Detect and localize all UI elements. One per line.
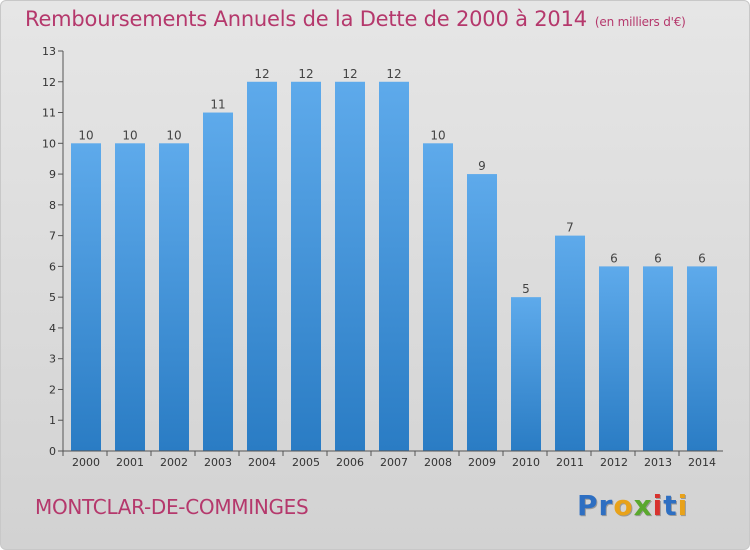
y-tick-label-13: 13 [42, 45, 56, 58]
y-tick-label-6: 6 [49, 260, 56, 273]
x-tick-label-2004: 2004 [248, 456, 276, 469]
value-label-2001: 10 [122, 128, 137, 142]
bar-2010 [511, 297, 541, 451]
y-tick-label-10: 10 [42, 137, 56, 150]
value-label-2000: 10 [78, 128, 93, 142]
y-tick-label-3: 3 [49, 353, 56, 366]
value-label-2004: 12 [254, 67, 269, 81]
value-label-2005: 12 [298, 67, 313, 81]
x-tick-label-2012: 2012 [600, 456, 628, 469]
x-tick-label-2000: 2000 [72, 456, 100, 469]
value-label-2003: 11 [210, 98, 225, 112]
value-label-2012: 6 [610, 251, 618, 265]
y-tick-label-8: 8 [49, 199, 56, 212]
bar-2005 [291, 81, 321, 452]
bar-2007 [379, 81, 409, 452]
y-tick-label-11: 11 [42, 107, 56, 120]
bar-2003 [203, 112, 233, 452]
logo-letter-2: o [613, 489, 634, 522]
bar-2001 [115, 143, 145, 452]
logo-letter-3: x [633, 489, 653, 522]
value-label-2014: 6 [698, 251, 706, 265]
chart-title: Remboursements Annuels de la Dette de 20… [25, 7, 686, 31]
x-tick-label-2010: 2010 [512, 456, 540, 469]
x-tick-label-2014: 2014 [688, 456, 716, 469]
x-tick-label-2011: 2011 [556, 456, 584, 469]
chart-title-text: Remboursements Annuels de la Dette de 20… [25, 7, 587, 31]
bar-2012 [599, 266, 629, 451]
place-name: MONTCLAR-DE-COMMINGES [35, 495, 309, 519]
y-tick-label-9: 9 [49, 168, 56, 181]
x-tick-label-2001: 2001 [116, 456, 144, 469]
logo-letter-5: t [663, 489, 678, 522]
bar-2008 [423, 143, 453, 452]
bar-2002 [159, 143, 189, 452]
chart-subtitle: (en milliers d'€) [594, 15, 686, 29]
bars-group: 10 10 10 11 12 12 12 12 10 9 5 7 6 6 6 [71, 67, 717, 452]
x-tick-label-2013: 2013 [644, 456, 672, 469]
y-tick-label-0: 0 [49, 445, 56, 458]
x-tick-label-2006: 2006 [336, 456, 364, 469]
bar-2009 [467, 174, 497, 452]
logo-letter-1: r [598, 489, 614, 522]
y-tick-label-1: 1 [49, 414, 56, 427]
value-label-2013: 6 [654, 251, 662, 265]
bar-2013 [643, 266, 673, 451]
value-label-2007: 12 [386, 67, 401, 81]
bar-2006 [335, 81, 365, 452]
logo-letter-4: i [652, 489, 664, 522]
value-label-2002: 10 [166, 128, 181, 142]
y-tick-label-4: 4 [49, 322, 56, 335]
x-tick-label-2005: 2005 [292, 456, 320, 469]
logo-letter-6: i [677, 489, 689, 522]
bar-2000 [71, 143, 101, 452]
y-tick-label-7: 7 [49, 230, 56, 243]
x-tick-label-2002: 2002 [160, 456, 188, 469]
bar-2011 [555, 235, 585, 451]
x-tick-label-2009: 2009 [468, 456, 496, 469]
y-tick-label-12: 12 [42, 76, 56, 89]
y-tick-label-2: 2 [49, 383, 56, 396]
bar-2004 [247, 81, 277, 452]
value-label-2011: 7 [566, 221, 574, 235]
x-tick-label-2007: 2007 [380, 456, 408, 469]
value-label-2006: 12 [342, 67, 357, 81]
value-label-2009: 9 [478, 159, 486, 173]
x-tick-label-2003: 2003 [204, 456, 232, 469]
axes-group: 2000 2001 2002 2003 2004 2005 2006 2007 2008 2009… [42, 45, 723, 469]
x-tick-label-2008: 2008 [424, 456, 452, 469]
proxiti-logo[interactable]: Proxiti [577, 489, 688, 522]
value-label-2008: 10 [430, 128, 445, 142]
logo-letter-0: P [577, 489, 599, 522]
value-label-2010: 5 [522, 282, 530, 296]
bar-2014 [687, 266, 717, 451]
y-tick-label-5: 5 [49, 291, 56, 304]
